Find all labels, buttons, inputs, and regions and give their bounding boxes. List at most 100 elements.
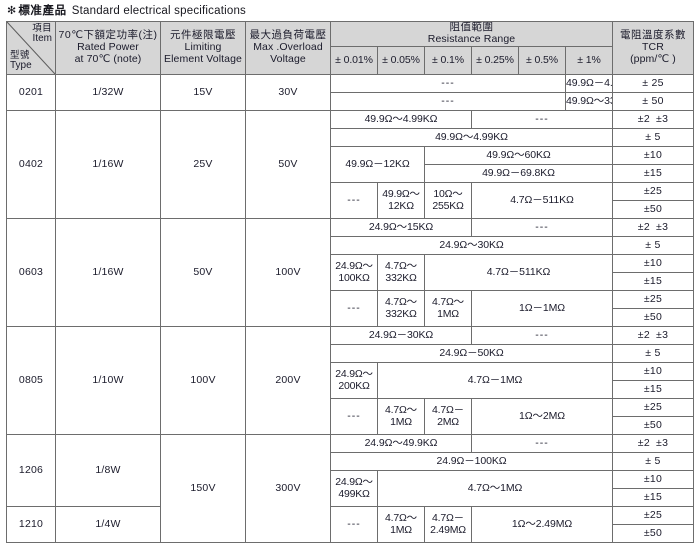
tcr-0805-3b: ±15 <box>612 380 694 399</box>
range-1210-c3: 4.7Ω－ 2.49MΩ <box>424 506 472 543</box>
range-0603-3-c1: 24.9Ω～ 100KΩ <box>330 254 378 291</box>
range-0603-4-c2: 4.7Ω～ 332KΩ <box>377 290 425 327</box>
tcr-0402-2: ± 5 <box>612 128 694 147</box>
table-row: --- 4.7Ω～ 332KΩ 4.7Ω～ 1MΩ 1Ω－1MΩ ±25 <box>7 290 694 327</box>
range-0201-1-val: 49.9Ω－4.99KΩ <box>565 74 613 93</box>
type-0402: 0402 <box>6 110 56 219</box>
tcr-0805-4a: ±25 <box>612 398 694 417</box>
tcr-0603-3a: ±10 <box>612 254 694 273</box>
specifications-table: 項目 Item 型號 Type 70℃下額定功率(注) Rated Power … <box>6 21 694 543</box>
type-0603: 0603 <box>6 218 56 327</box>
range-0805-4-c3: 4.7Ω－ 2MΩ <box>424 398 472 435</box>
power-1210: 1/4W <box>55 506 161 543</box>
range-0603-2: 24.9Ω～30KΩ <box>330 236 613 255</box>
header-tolerance-0: ± 0.01% <box>330 46 378 75</box>
range-0402-5-c1: --- <box>330 182 378 219</box>
table-row: 0603 1/16W 50V 100V 24.9Ω～15KΩ --- ±2 ±3 <box>6 218 694 327</box>
corner-item-type-cell: 項目 Item 型號 Type <box>6 21 56 75</box>
overload-0805: 200V <box>245 326 331 435</box>
range-0603-4-rest: 1Ω－1MΩ <box>471 290 613 327</box>
table-row: --- 4.7Ω～ 1MΩ 4.7Ω－ 2MΩ 1Ω～2MΩ ±25 <box>7 398 694 435</box>
tcr-1210-a: ±25 <box>612 506 694 525</box>
tcr-0603-4b: ±50 <box>612 308 694 327</box>
bullet-star-icon: ✻ <box>7 5 17 17</box>
overload-0402: 50V <box>245 110 331 219</box>
tcr-1210-b: ±50 <box>612 524 694 543</box>
range-1206-1-right: --- <box>471 434 613 453</box>
header-tolerance-3: ± 0.25% <box>471 46 519 75</box>
header-limiting-voltage: 元件極限電壓 Limiting Element Voltage <box>160 21 246 75</box>
tcr-0402-4: ±15 <box>612 164 694 183</box>
power-0402: 1/16W <box>55 110 161 219</box>
table-row: 0402 1/16W 25V 50V 49.9Ω～4.99KΩ --- ±2 ±3 <box>6 110 694 219</box>
tcr-0805-1: ±2 ±3 <box>612 326 694 345</box>
tcr-0603-2: ± 5 <box>612 236 694 255</box>
limiting-0603: 50V <box>160 218 246 327</box>
title-english: Standard electrical specifications <box>71 5 247 17</box>
page-title: ✻ 標准產品 Standard electrical specifications <box>7 4 693 18</box>
range-0603-3-rest: 4.7Ω－511KΩ <box>424 254 613 291</box>
overload-0201: 30V <box>245 74 331 111</box>
header-overload-voltage: 最大過負荷電壓 Max .Overload Voltage <box>245 21 331 75</box>
tcr-0805-4b: ±50 <box>612 416 694 435</box>
range-1206-2: 24.9Ω－100KΩ <box>330 452 613 471</box>
table-row: 0805 1/10W 100V 200V 24.9Ω－30KΩ --- ±2 ±3 <box>6 326 694 435</box>
table-row: 49.9Ω～4.99KΩ ± 5 <box>7 128 694 147</box>
tcr-0805-3a: ±10 <box>612 362 694 381</box>
type-0805: 0805 <box>6 326 56 435</box>
range-1210-c1: --- <box>330 506 378 543</box>
table-body: 0201 1/32W 15V 30V --- 49.9Ω－4.99KΩ ± 25… <box>6 74 694 543</box>
limiting-1206-1210: 150V <box>160 434 246 543</box>
table-row: ±15 <box>7 272 694 291</box>
tcr-1206-1: ±2 ±3 <box>612 434 694 453</box>
table-row: 24.9Ω～ 200KΩ 4.7Ω－1MΩ ±10 <box>7 362 694 399</box>
table-row: ±50 <box>7 200 694 219</box>
type-1210: 1210 <box>6 506 56 543</box>
range-0805-2: 24.9Ω－50KΩ <box>330 344 613 363</box>
page-root: ✻ 標准產品 Standard electrical specifications … <box>6 4 694 543</box>
header-tolerance-2: ± 0.1% <box>424 46 472 75</box>
range-1206-1-left: 24.9Ω～49.9KΩ <box>330 434 472 453</box>
limiting-0805: 100V <box>160 326 246 435</box>
range-0603-3-c2: 4.7Ω～ 332KΩ <box>377 254 425 291</box>
range-0805-4-c1: --- <box>330 398 378 435</box>
header-rated-power: 70℃下額定功率(注) Rated Power at 70℃ (note) <box>55 21 161 75</box>
limiting-0402: 25V <box>160 110 246 219</box>
range-0201-2-val: 49.9Ω～33KΩ <box>565 92 613 111</box>
range-0805-1-right: --- <box>471 326 613 345</box>
table-row: 1206 1/8W 150V 300V 24.9Ω～49.9KΩ --- ±2 ±… <box>6 434 694 543</box>
tcr-0805-2: ± 5 <box>612 344 694 363</box>
range-0805-4-c2: 4.7Ω～ 1MΩ <box>377 398 425 435</box>
range-0201-2-dash: --- <box>330 92 566 111</box>
table-row: --- 49.9Ω～ 12KΩ 10Ω～ 255KΩ 4.7Ω－511KΩ ±2… <box>7 182 694 219</box>
range-0201-1-dash: --- <box>330 74 566 93</box>
range-0805-4-rest: 1Ω～2MΩ <box>471 398 613 435</box>
header-tolerance-5: ± 1% <box>565 46 613 75</box>
tcr-0402-1: ±2 ±3 <box>612 110 694 129</box>
range-0402-5-c3: 10Ω～ 255KΩ <box>424 182 472 219</box>
range-0402-2: 49.9Ω～4.99KΩ <box>330 128 613 147</box>
table-row: 24.9Ω～30KΩ ± 5 <box>7 236 694 255</box>
header-tolerance-4: ± 0.5% <box>518 46 566 75</box>
tcr-0402-5b: ±50 <box>612 200 694 219</box>
header-tcr: 電阻溫度系數 TCR (ppm/℃ ) <box>612 21 694 75</box>
range-0603-4-c3: 4.7Ω～ 1MΩ <box>424 290 472 327</box>
tcr-0603-1: ±2 ±3 <box>612 218 694 237</box>
range-0402-5-c2: 49.9Ω～ 12KΩ <box>377 182 425 219</box>
table-row: 1210 1/4W --- 4.7Ω～ 1MΩ 4.7Ω－ 2.49MΩ 1Ω～… <box>6 506 694 543</box>
power-0805: 1/10W <box>55 326 161 435</box>
limiting-0201: 15V <box>160 74 246 111</box>
range-0603-4-c1: --- <box>330 290 378 327</box>
tcr-1206-2: ± 5 <box>612 452 694 471</box>
tcr-0402-5a: ±25 <box>612 182 694 201</box>
header-tolerance-1: ± 0.05% <box>377 46 425 75</box>
range-0402-1-left: 49.9Ω～4.99KΩ <box>330 110 472 129</box>
range-0805-3-rest: 4.7Ω－1MΩ <box>377 362 613 399</box>
range-0402-5-rest: 4.7Ω－511KΩ <box>471 182 613 219</box>
range-0603-1-right: --- <box>471 218 613 237</box>
range-1210-c2: 4.7Ω～ 1MΩ <box>377 506 425 543</box>
table-row: 49.9Ω－12KΩ 49.9Ω～60KΩ ±10 <box>7 146 694 183</box>
range-1206-3-rest: 4.7Ω～1MΩ <box>377 470 613 507</box>
table-row: 0201 1/32W 15V 30V --- 49.9Ω－4.99KΩ ± 25 <box>6 74 694 111</box>
range-0603-1-left: 24.9Ω～15KΩ <box>330 218 472 237</box>
